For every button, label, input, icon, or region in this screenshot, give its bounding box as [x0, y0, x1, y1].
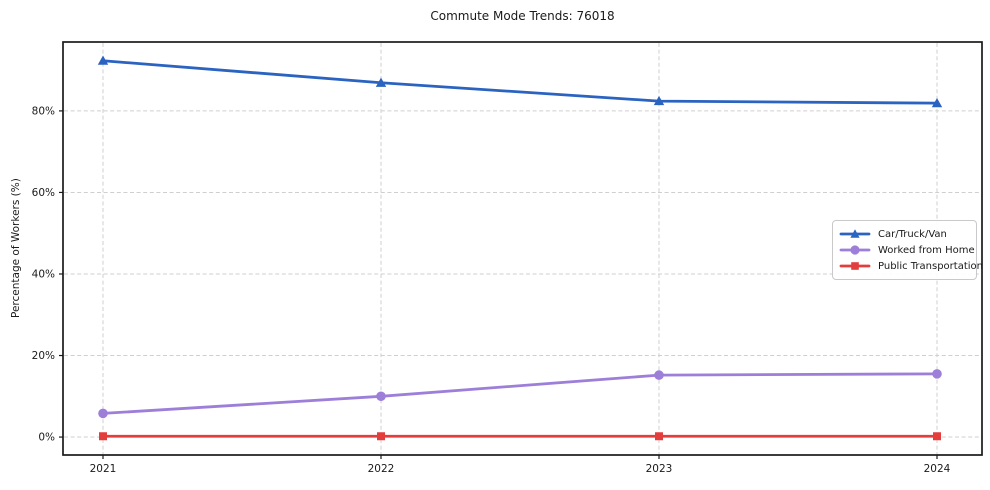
data-point-worked-from-home-2023: [654, 370, 664, 380]
x-tick-label: 2022: [368, 463, 395, 475]
legend-marker-circle: [850, 245, 860, 255]
legend-circle-swatch: [839, 245, 871, 255]
legend-label: Public Transportation: [878, 260, 983, 272]
data-point-car-truck-van-2022: [375, 77, 387, 87]
x-tick-label: 2021: [90, 463, 117, 475]
series-line-car-truck-van: [101, 59, 939, 105]
data-point-public-transportation-2021: [99, 432, 107, 441]
data-point-worked-from-home-2024: [932, 369, 942, 379]
data-point-public-transportation-2023: [655, 432, 663, 441]
y-tick-label: 60%: [32, 187, 55, 199]
x-tick-label: 2024: [924, 463, 951, 475]
y-tick-label: 0%: [38, 432, 55, 444]
data-point-worked-from-home-2021: [98, 408, 108, 419]
data-point-public-transportation-2022: [377, 432, 385, 441]
x-tick-label: 2023: [646, 463, 673, 475]
y-tick-label: 40%: [32, 269, 55, 281]
legend-item-car-truck-van: Car/Truck/Van: [839, 226, 969, 242]
data-point-car-truck-van-2024: [931, 97, 943, 108]
y-tick-label: 20%: [32, 350, 55, 362]
legend-marker-triangle: [850, 229, 860, 238]
legend-marker-square: [851, 262, 859, 270]
chart-title: Commute Mode Trends: 76018: [430, 9, 615, 23]
y-tick-label: 80%: [32, 106, 55, 118]
axes-frame: [62, 41, 983, 456]
data-point-worked-from-home-2022: [376, 391, 386, 402]
legend-square-swatch: [839, 262, 871, 270]
data-point-public-transportation-2024: [933, 432, 941, 441]
legend-item-public-transportation: Public Transportation: [839, 258, 983, 274]
legend-item-worked-from-home: Worked from Home: [839, 242, 975, 258]
legend: Car/Truck/Van Worked from Home Public Tran…: [832, 220, 983, 280]
data-point-car-truck-van-2021: [97, 55, 109, 65]
legend-triangle-swatch: [839, 229, 871, 238]
data-point-car-truck-van-2023: [653, 95, 665, 106]
legend-label: Worked from Home: [878, 244, 975, 256]
series-line-worked-from-home: [101, 372, 939, 415]
legend-label: Car/Truck/Van: [878, 228, 947, 240]
